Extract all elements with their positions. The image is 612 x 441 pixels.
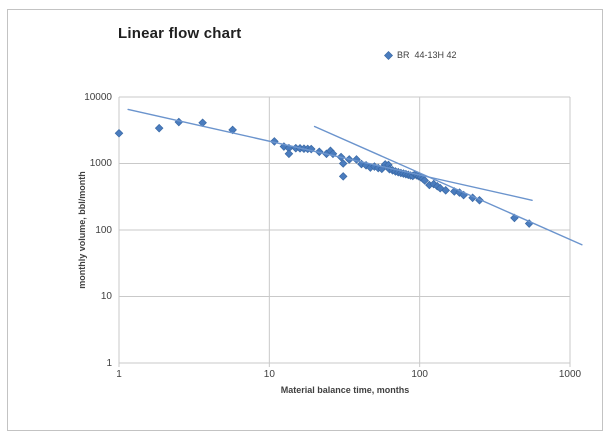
data-point-marker (154, 123, 164, 133)
chart-border (7, 9, 603, 431)
data-point-marker (328, 149, 338, 159)
unit-slope-trendline (313, 125, 583, 246)
half-slope-trendline (127, 108, 533, 201)
x-axis-tick-label: 10 (263, 369, 275, 380)
x-axis-tick-label: 100 (411, 369, 428, 380)
data-point-marker (228, 125, 237, 135)
y-axis-tick-label: 10 (100, 291, 112, 302)
legend-label: BR 44-13H 42 (397, 50, 457, 60)
x-axis-tick-label: 1000 (558, 369, 582, 380)
x-axis-title: Material balance time, months (280, 385, 410, 395)
data-point-marker (284, 149, 294, 159)
chart-title: Linear flow chart (118, 25, 242, 42)
data-point-marker (420, 176, 429, 185)
y-axis-tick-label: 1000 (89, 158, 112, 169)
data-point-marker (338, 172, 348, 181)
data-point-marker (338, 159, 348, 168)
legend: BR 44-13H 42 (384, 50, 457, 60)
data-point-marker (468, 193, 477, 203)
scatter-series (114, 117, 534, 228)
diamond-marker-icon (384, 50, 393, 60)
unit-slope-trendline-line (313, 125, 583, 246)
half-slope-trendline-line (127, 108, 533, 201)
data-point-marker (114, 128, 124, 138)
data-point-marker (270, 137, 279, 146)
y-axis-tick-label: 10000 (84, 91, 112, 103)
gridlines (118, 96, 571, 367)
y-axis-tick-label: 100 (95, 224, 112, 236)
y-axis-tick-label: 1 (106, 357, 112, 369)
data-point-marker (441, 186, 450, 195)
x-axis-tick-label: 1 (116, 369, 122, 380)
